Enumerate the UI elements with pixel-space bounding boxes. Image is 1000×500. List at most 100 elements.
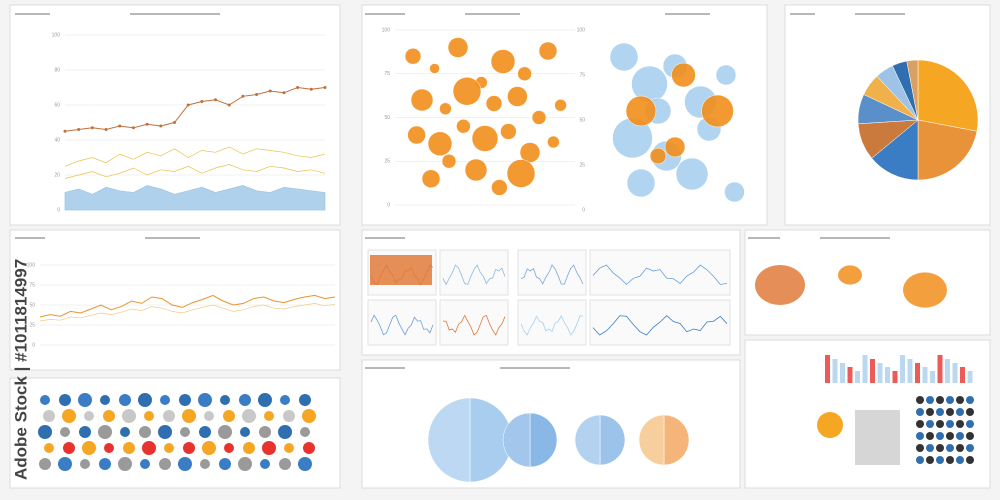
dot (303, 442, 315, 454)
point (214, 98, 218, 102)
dot (299, 394, 311, 406)
dot-deco (946, 408, 954, 416)
bar-deco (907, 359, 913, 383)
dot (144, 411, 154, 421)
pie-slice (529, 412, 558, 468)
dot (198, 393, 212, 407)
y-tick-label: 50 (29, 302, 35, 308)
dot (220, 395, 230, 405)
dot (158, 425, 172, 439)
dot (98, 425, 112, 439)
dot (258, 393, 272, 407)
mini-line (370, 314, 434, 336)
pie-slice (917, 119, 978, 181)
dot (122, 409, 136, 423)
dot-deco (956, 396, 964, 404)
dot (239, 394, 251, 406)
pie-slice (427, 397, 471, 483)
bubble (421, 169, 441, 188)
y-tick-label: 25 (29, 322, 35, 328)
bar-deco (930, 371, 935, 383)
dot (199, 426, 211, 438)
bar-deco (840, 363, 845, 383)
bubble (626, 168, 656, 198)
bar-deco (922, 367, 928, 383)
map-blob (838, 265, 862, 285)
point (63, 129, 67, 133)
bubble (404, 48, 422, 65)
pie-slice (917, 59, 979, 132)
dot (119, 394, 131, 406)
pie-slice (502, 412, 531, 468)
dot-deco (956, 456, 964, 464)
bubble (664, 136, 686, 158)
dot (183, 442, 195, 454)
dot (218, 425, 232, 439)
mini-frame (589, 249, 731, 296)
bar-deco (945, 359, 950, 383)
dot (200, 459, 210, 469)
dot-deco (936, 396, 944, 404)
y-tick-label: 75 (29, 282, 35, 288)
dot-deco (916, 444, 924, 452)
dot (160, 395, 170, 405)
bubble (517, 66, 532, 81)
bubble (625, 95, 657, 127)
bar-deco (877, 363, 883, 383)
bubble (410, 88, 434, 112)
point (131, 126, 135, 130)
bar-deco (832, 359, 838, 383)
dot (259, 426, 271, 438)
bar-deco (915, 363, 920, 383)
point (90, 126, 94, 130)
bubble (506, 159, 536, 188)
bar-deco (937, 355, 943, 383)
mini-line (592, 315, 728, 336)
point (282, 91, 286, 95)
mini-line (592, 264, 728, 285)
pie-slice (871, 119, 919, 181)
bubble (715, 64, 737, 86)
dot (58, 457, 72, 471)
mini-frame (367, 299, 437, 346)
bubble (538, 41, 558, 61)
point (323, 86, 327, 89)
bar-deco (870, 359, 875, 383)
bubble (724, 181, 745, 203)
dot (44, 443, 54, 453)
dot (159, 458, 171, 470)
bar-deco (885, 367, 890, 383)
y-tick-label: 75 (384, 71, 390, 77)
dot (120, 427, 130, 437)
dot-deco (966, 444, 974, 452)
y-tick-label: 75 (579, 72, 585, 78)
bubble (464, 158, 488, 182)
bar-deco (892, 371, 898, 383)
pie-slice (906, 59, 919, 121)
dot-deco (956, 432, 964, 440)
watermark: Adobe Stock | #1011814997 (11, 259, 30, 480)
dot (163, 410, 175, 422)
dot (59, 394, 71, 406)
map-blob (903, 272, 947, 308)
mini-frame (439, 299, 509, 346)
dot-deco (916, 456, 924, 464)
y-tick-label: 25 (579, 162, 585, 168)
dot (219, 458, 231, 470)
point (200, 100, 204, 103)
dot (142, 441, 156, 455)
y-tick-label: 0 (582, 207, 585, 213)
mini-frame (517, 299, 587, 346)
dot-deco (936, 420, 944, 428)
pie-slice (574, 414, 601, 466)
dot (84, 411, 94, 421)
bubble (671, 62, 696, 88)
dot (139, 426, 151, 438)
bubble (429, 63, 440, 74)
y-tick-label: 100 (577, 27, 586, 33)
dot-deco (956, 408, 964, 416)
point (268, 89, 272, 93)
pie-slice (599, 414, 626, 466)
dot-deco (966, 396, 974, 404)
bubble (471, 125, 499, 152)
